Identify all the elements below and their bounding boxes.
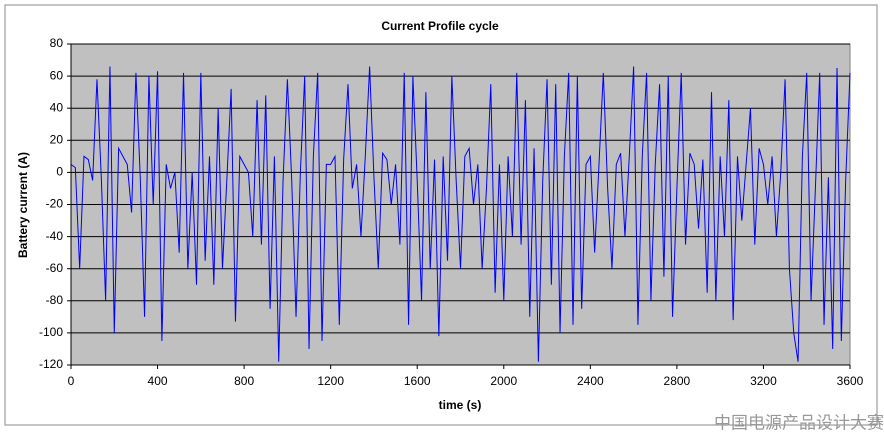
y-tick-label: -60 (46, 261, 64, 275)
x-tick-label: 400 (148, 374, 168, 388)
x-tick-label: 2000 (490, 374, 517, 388)
x-tick-label: 1200 (317, 374, 344, 388)
y-tick-label: -100 (39, 325, 63, 339)
x-tick-label: 800 (234, 374, 254, 388)
y-tick-label: -20 (46, 197, 64, 211)
y-axis-label: Battery current (A) (16, 152, 30, 258)
x-tick-label: 3600 (837, 374, 864, 388)
y-tick-label: 0 (56, 165, 63, 179)
y-tick-label: -120 (39, 357, 63, 371)
y-tick-label: 60 (50, 68, 64, 82)
x-tick-label: 3200 (750, 374, 777, 388)
y-tick-label: -40 (46, 229, 64, 243)
x-tick-label: 2800 (664, 374, 691, 388)
watermark: 中国电源产品设计大赛 (714, 412, 884, 432)
y-tick-label: 40 (50, 100, 64, 114)
x-tick-label: 1600 (404, 374, 431, 388)
y-tick-label: -80 (46, 293, 64, 307)
y-tick-label: 80 (50, 36, 64, 50)
x-axis-label: time (s) (439, 398, 482, 412)
y-tick-label: 20 (50, 132, 64, 146)
chart-title: Current Profile cycle (381, 19, 499, 33)
data-line (70, 66, 851, 362)
x-tick-label: 0 (68, 374, 75, 388)
x-tick-label: 2400 (577, 374, 604, 388)
